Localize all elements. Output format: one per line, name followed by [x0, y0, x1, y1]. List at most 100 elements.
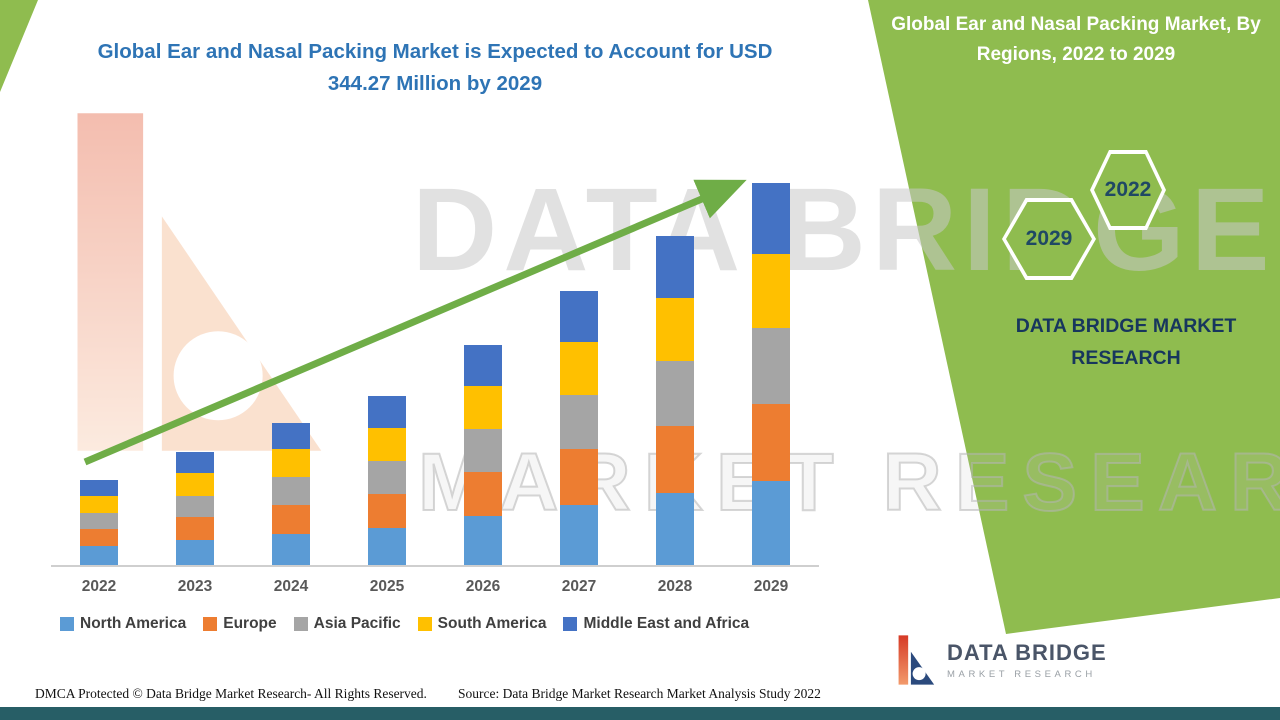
corner-triangle-accent: [0, 0, 38, 92]
bar-segment-middle-east-and-africa: [368, 396, 406, 428]
bar-segment-middle-east-and-africa: [176, 451, 214, 474]
bar-segment-europe: [176, 517, 214, 540]
bar-segment-north-america: [752, 481, 790, 565]
bar-segment-south-america: [176, 473, 214, 496]
bottom-teal-bar: [0, 707, 1280, 720]
trend-arrow: [83, 179, 747, 466]
stacked-bar-chart: 2022 2023 2024 2025 2026 2027 2028 2029: [51, 179, 819, 596]
legend-swatch-middle-east-and-africa: [563, 617, 578, 631]
legend-label: North America: [80, 615, 187, 632]
brand-b-watermark-icon: [77, 113, 322, 451]
x-axis-label-2024: 2024: [273, 578, 309, 595]
x-axis-label-2022: 2022: [81, 578, 117, 595]
legend-label: Europe: [223, 615, 277, 632]
bar-segment-asia-pacific: [752, 328, 790, 404]
hexagon-year-label: 2029: [1006, 202, 1092, 276]
bar-segment-north-america: [80, 546, 118, 565]
x-axis-label-2028: 2028: [657, 578, 693, 595]
stacked-bar-2027: [560, 290, 598, 565]
stacked-bar-2028: [656, 236, 694, 565]
stacked-bar-2025: [368, 396, 406, 565]
bar-segment-europe: [656, 426, 694, 493]
bar-column-2028: [627, 236, 723, 565]
legend-item-asia-pacific: Asia Pacific: [293, 615, 401, 633]
panel-brand-text: DATA BRIDGE MARKET RESEARCH: [1015, 315, 1237, 370]
legend-swatch-asia-pacific: [293, 617, 308, 631]
bar-segment-middle-east-and-africa: [560, 290, 598, 342]
bar-segment-europe: [80, 528, 118, 547]
bar-column-2025: [339, 396, 435, 565]
bar-segment-north-america: [176, 540, 214, 565]
x-axis-label-2023: 2023: [177, 578, 213, 595]
bar-segment-asia-pacific: [560, 395, 598, 449]
bar-segment-north-america: [368, 527, 406, 565]
stacked-bar-2026: [464, 345, 502, 565]
bar-segment-south-america: [464, 385, 502, 429]
bar-segment-south-america: [560, 341, 598, 396]
x-axis-label-2025: 2025: [369, 578, 405, 595]
x-axis-label-2029: 2029: [753, 578, 789, 595]
bar-column-2027: [531, 290, 627, 565]
bar-segment-asia-pacific: [272, 477, 310, 506]
dmca-notice: DMCA Protected © Data Bridge Market Rese…: [35, 686, 427, 701]
panel-title: Global Ear and Nasal Packing Market, By …: [891, 14, 1261, 66]
bar-segment-middle-east-and-africa: [656, 236, 694, 298]
legend-item-europe: Europe: [203, 615, 277, 633]
bar-segment-europe: [560, 449, 598, 505]
bar-segment-asia-pacific: [80, 512, 118, 529]
data-bridge-logo: DATA BRIDGE MARKET RESEARCH: [893, 634, 1107, 686]
legend-item-middle-east-and-africa: Middle East and Africa: [563, 615, 749, 633]
bar-segment-asia-pacific: [656, 361, 694, 427]
bar-segment-south-america: [656, 297, 694, 362]
bar-segment-middle-east-and-africa: [272, 422, 310, 450]
bar-column-2022: [51, 480, 147, 565]
bar-column-2024: [243, 422, 339, 565]
chart-legend: North America Europe Asia Pacific South Ame…: [60, 615, 749, 633]
legend-label: South America: [437, 615, 547, 632]
legend-swatch-south-america: [417, 617, 432, 631]
legend-item-north-america: North America: [60, 615, 186, 633]
bar-segment-south-america: [368, 427, 406, 461]
bar-segment-north-america: [656, 492, 694, 565]
hexagon-badge-2022: 2022: [1090, 150, 1166, 230]
bar-segment-middle-east-and-africa: [80, 480, 118, 497]
bar-segment-asia-pacific: [368, 460, 406, 494]
bar-segment-europe: [464, 471, 502, 517]
source-note: Source: Data Bridge Market Research Mark…: [458, 686, 821, 701]
bar-segment-europe: [752, 403, 790, 482]
bar-segment-europe: [272, 505, 310, 534]
bar-segment-middle-east-and-africa: [752, 182, 790, 255]
brand-b-icon: [898, 635, 935, 685]
legend-swatch-north-america: [60, 617, 74, 631]
x-axis-labels: 2022 2023 2024 2025 2026 2027 2028 2029: [51, 567, 819, 596]
bar-column-2029: [723, 182, 819, 565]
bar-segment-north-america: [464, 516, 502, 565]
logo-name: DATA BRIDGE: [947, 640, 1107, 665]
bar-segment-south-america: [752, 254, 790, 329]
bar-segment-south-america: [272, 449, 310, 478]
hexagon-year-label: 2022: [1094, 154, 1162, 226]
stacked-bar-2022: [80, 480, 118, 565]
stacked-bar-2029: [752, 182, 790, 565]
x-axis-label-2026: 2026: [465, 578, 501, 595]
bar-segment-europe: [368, 493, 406, 528]
chart-main-title: Global Ear and Nasal Packing Market is E…: [97, 40, 773, 95]
bar-segment-middle-east-and-africa: [464, 345, 502, 386]
bar-segment-north-america: [560, 504, 598, 565]
legend-swatch-europe: [203, 617, 218, 631]
legend-item-south-america: South America: [417, 615, 547, 633]
bar-column-2023: [147, 451, 243, 565]
legend-label: Asia Pacific: [313, 615, 401, 632]
bar-segment-north-america: [272, 533, 310, 565]
bar-segment-asia-pacific: [176, 495, 214, 518]
bar-column-2026: [435, 345, 531, 565]
logo-subtitle: MARKET RESEARCH: [947, 669, 1096, 680]
bars-plot-area: [51, 179, 819, 567]
x-axis-label-2027: 2027: [561, 578, 597, 595]
stacked-bar-2023: [176, 451, 214, 565]
legend-label: Middle East and Africa: [583, 615, 750, 632]
stacked-bar-2024: [272, 422, 310, 565]
bar-segment-asia-pacific: [464, 428, 502, 472]
bar-segment-south-america: [80, 496, 118, 513]
